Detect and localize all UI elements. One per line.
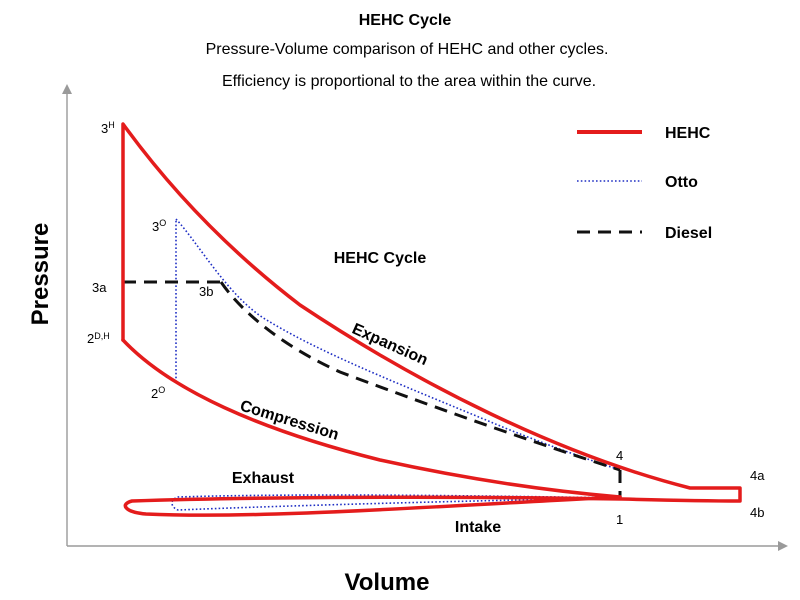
legend-label-hehc: HEHC — [665, 125, 711, 142]
legend: HEHC Otto Diesel — [577, 125, 712, 242]
x-axis-arrow-icon — [778, 541, 788, 551]
subtitle-line-1: Pressure-Volume comparison of HEHC and o… — [206, 41, 609, 58]
region-label-intake: Intake — [455, 519, 501, 536]
diesel-expansion-curve — [219, 281, 621, 472]
subtitle-line-2: Efficiency is proportional to the area w… — [222, 73, 596, 90]
point-label-3o: 3O — [152, 218, 166, 234]
region-label-cycle: HEHC Cycle — [334, 250, 427, 267]
point-label-3a: 3a — [92, 280, 107, 295]
point-label-3b: 3b — [199, 284, 213, 299]
diesel-cycle — [121, 280, 622, 500]
hehc-compression-curve — [121, 338, 622, 499]
otto-expansion-curve — [175, 218, 621, 471]
point-label-2o: 2O — [151, 385, 165, 401]
legend-label-otto: Otto — [665, 174, 698, 191]
point-label-4: 4 — [616, 448, 623, 463]
point-label-2dh: 2D,H — [87, 331, 110, 346]
legend-label-diesel: Diesel — [665, 225, 712, 242]
point-label-4b: 4b — [750, 505, 764, 520]
point-label-1: 1 — [616, 512, 623, 527]
point-label-4a: 4a — [750, 468, 765, 483]
region-label-exhaust: Exhaust — [232, 470, 295, 487]
axes — [62, 84, 788, 551]
hehc-cycle — [121, 122, 742, 517]
hehc-closed-cycle — [121, 122, 742, 517]
diagram-title: HEHC Cycle — [359, 12, 452, 29]
y-axis-arrow-icon — [62, 84, 72, 94]
point-label-3h: 3H — [101, 120, 115, 136]
y-axis-label: Pressure — [27, 223, 54, 326]
otto-cycle — [171, 218, 621, 511]
x-axis-label: Volume — [345, 569, 430, 596]
